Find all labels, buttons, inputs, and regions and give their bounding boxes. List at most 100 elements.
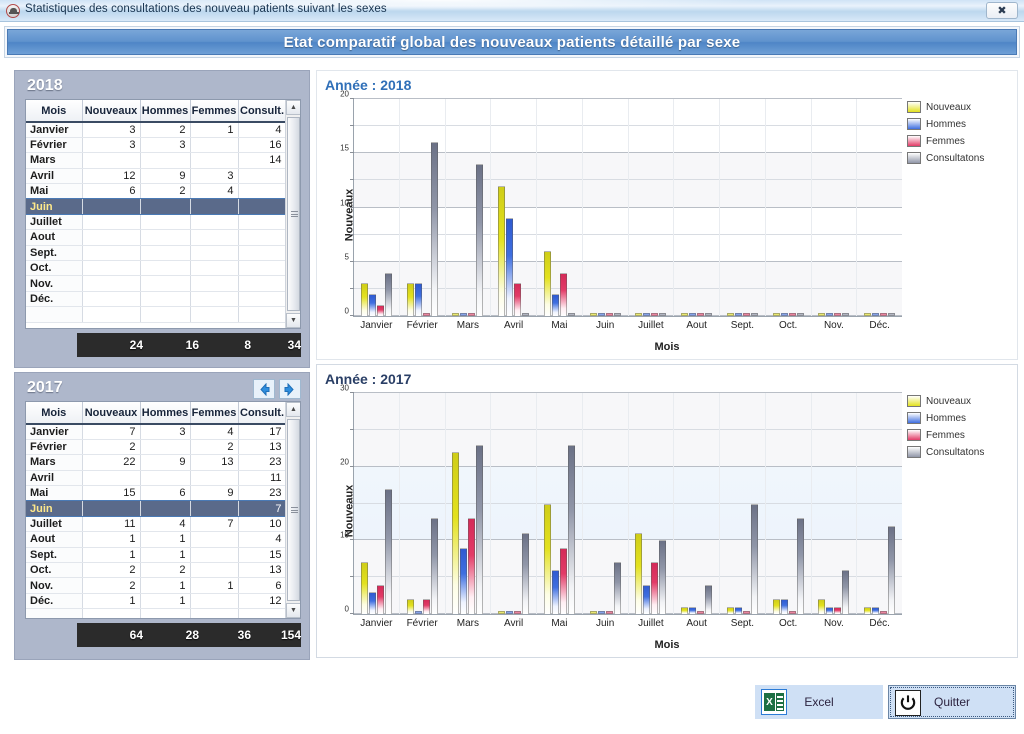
- chart-categories: Janvier Février Mars Avril Mai Juin Juillet Aou…: [354, 393, 902, 629]
- cell-mois: Juillet: [26, 214, 83, 231]
- chart-bar-nouveaux: [498, 611, 506, 614]
- table-row[interactable]: Février 2 2 13: [26, 439, 287, 456]
- col-hommes[interactable]: Hommes: [140, 402, 191, 425]
- excel-button[interactable]: X Excel: [755, 685, 883, 719]
- cell-femmes: [190, 306, 239, 323]
- table-row[interactable]: Aout 1 1 4: [26, 531, 287, 548]
- table-row[interactable]: [26, 608, 287, 618]
- chart-bar-femmes: [605, 611, 613, 614]
- legend-item: Consultatons: [907, 446, 1011, 458]
- table-row[interactable]: Aout: [26, 229, 287, 246]
- chart-bar-femmes: [788, 611, 796, 614]
- chart-bar-femmes: [422, 599, 430, 614]
- cell-femmes: [190, 500, 239, 517]
- scroll-thumb[interactable]: [287, 419, 300, 601]
- quit-button[interactable]: Quitter: [888, 685, 1016, 719]
- col-consult[interactable]: Consult.: [238, 402, 287, 425]
- table-2017-grid: Mois Nouveaux Hommes Femmes Consult. Jan…: [26, 402, 287, 618]
- table-row[interactable]: Mars 22 9 13 23: [26, 454, 287, 471]
- cell-consult: [238, 183, 287, 200]
- chart-bar-nouveaux: [726, 313, 734, 316]
- col-femmes[interactable]: Femmes: [190, 402, 239, 425]
- chart-category: Juin: [583, 393, 629, 629]
- table-row[interactable]: Mars 14: [26, 152, 287, 169]
- cell-femmes: 4: [190, 183, 239, 200]
- table-row[interactable]: Oct. 2 2 13: [26, 562, 287, 579]
- y-tickmark: [350, 206, 354, 208]
- table-row[interactable]: Avril 12 9 3: [26, 168, 287, 185]
- table-row[interactable]: Janvier 7 3 4 17: [26, 424, 287, 440]
- table-2018-scrollbar[interactable]: ▲ ▼: [285, 100, 300, 328]
- table-row[interactable]: Mai 6 2 4: [26, 183, 287, 200]
- cell-hommes: [140, 306, 191, 323]
- chart-bar-nouveaux: [864, 606, 872, 614]
- table-2017[interactable]: Mois Nouveaux Hommes Femmes Consult. Jan…: [25, 401, 301, 619]
- table-row[interactable]: Nov.: [26, 275, 287, 292]
- cell-femmes: 4: [190, 424, 239, 440]
- arrow-right-icon[interactable]: [279, 379, 301, 399]
- chart-bar-nouveaux: [726, 606, 734, 614]
- chart-bar-femmes: [559, 272, 567, 316]
- table-2017-scrollbar[interactable]: ▲ ▼: [285, 402, 300, 618]
- table-row[interactable]: Janvier 3 2 1 4: [26, 122, 287, 138]
- arrow-left-icon[interactable]: [253, 379, 275, 399]
- table-row[interactable]: Juin 7: [26, 499, 287, 518]
- table-row[interactable]: Déc. 1 1 12: [26, 593, 287, 610]
- chart-category: Oct.: [766, 393, 812, 629]
- excel-button-label: Excel: [804, 695, 834, 709]
- chart-2017-legend: Nouveaux Hommes Femmes Consultatons: [907, 395, 1011, 463]
- table-row[interactable]: [26, 306, 287, 323]
- table-header-row: Mois Nouveaux Hommes Femmes Consult.: [26, 100, 287, 123]
- scroll-down-icon[interactable]: ▼: [286, 603, 300, 618]
- col-femmes[interactable]: Femmes: [190, 100, 239, 123]
- x-tick-label: Sept.: [730, 320, 755, 331]
- table-2018[interactable]: Mois Nouveaux Hommes Femmes Consult. Jan…: [25, 99, 301, 329]
- chart-bar-consult: [659, 540, 667, 614]
- chart-category: Nov.: [812, 393, 858, 629]
- cell-mois: Juin: [26, 500, 83, 517]
- chart-bar-hommes: [643, 313, 651, 316]
- cell-consult: [238, 198, 287, 215]
- col-nouveaux[interactable]: Nouveaux: [82, 100, 141, 123]
- cell-nouveaux: 2: [82, 562, 141, 579]
- table-row[interactable]: Mai 15 6 9 23: [26, 485, 287, 502]
- clock-icon: [6, 4, 20, 18]
- table-row[interactable]: Déc.: [26, 291, 287, 308]
- chart-bar-femmes: [697, 313, 705, 316]
- x-tick-label: Sept.: [730, 618, 755, 629]
- scroll-down-icon[interactable]: ▼: [286, 313, 300, 328]
- close-icon[interactable]: ✖: [986, 2, 1018, 19]
- cell-hommes: 9: [140, 454, 191, 471]
- scroll-thumb[interactable]: [287, 117, 300, 311]
- cell-consult: 16: [238, 137, 287, 154]
- table-row[interactable]: Février 3 3 16: [26, 137, 287, 154]
- table-row[interactable]: Sept. 1 1 15: [26, 547, 287, 564]
- table-row[interactable]: Avril 11: [26, 470, 287, 487]
- chart-bar-nouveaux: [589, 611, 597, 614]
- table-row[interactable]: Juillet 11 4 7 10: [26, 516, 287, 533]
- chart-bar-femmes: [834, 313, 842, 316]
- chart-category: Mai: [537, 393, 583, 629]
- table-row[interactable]: Nov. 2 1 1 6: [26, 577, 287, 594]
- table-row[interactable]: Juillet: [26, 214, 287, 231]
- chart-category: Mars: [446, 393, 492, 629]
- col-mois[interactable]: Mois: [26, 100, 83, 123]
- col-nouveaux[interactable]: Nouveaux: [82, 402, 141, 425]
- table-row[interactable]: Juin: [26, 197, 287, 216]
- cell-femmes: [190, 137, 239, 154]
- col-hommes[interactable]: Hommes: [140, 100, 191, 123]
- chart-bar-hommes: [551, 569, 559, 614]
- chart-bar-femmes: [605, 313, 613, 316]
- scroll-up-icon[interactable]: ▲: [286, 402, 300, 417]
- chart-bar-hommes: [780, 313, 788, 316]
- chart-2018-plot: 0 5 10 15 20 Janvier Février Mars Avril Mai Juin Ju…: [340, 90, 902, 331]
- chart-bar-hommes: [414, 611, 422, 614]
- col-mois[interactable]: Mois: [26, 402, 83, 425]
- table-2018-body: Janvier 3 2 1 4 Février 3 3 16 Mars 14 Avril 12 9 3 Mai…: [26, 122, 287, 323]
- col-consult[interactable]: Consult.: [238, 100, 287, 123]
- table-row[interactable]: Oct.: [26, 260, 287, 277]
- scroll-up-icon[interactable]: ▲: [286, 100, 300, 115]
- table-row[interactable]: Sept.: [26, 245, 287, 262]
- chart-category: Déc.: [857, 393, 902, 629]
- x-tick-label: Avril: [503, 618, 524, 629]
